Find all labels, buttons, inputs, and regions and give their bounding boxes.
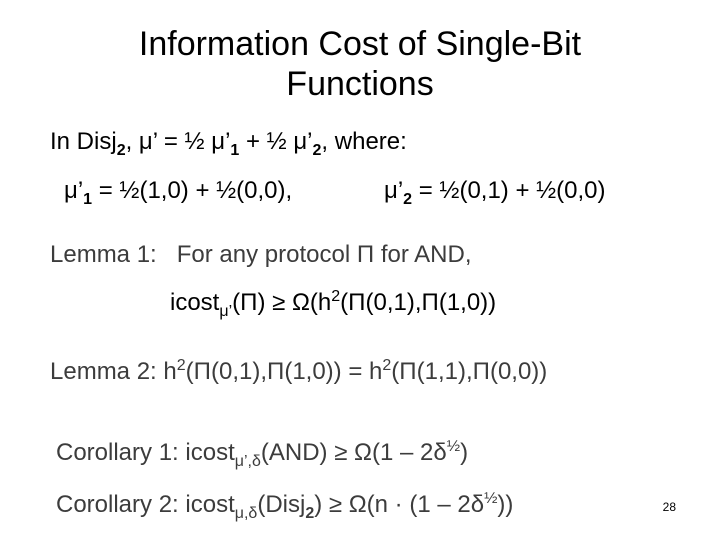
- slide-title: Information Cost of Single-Bit Functions: [60, 24, 660, 104]
- title-line-1: Information Cost of Single-Bit: [138, 25, 582, 63]
- corollary-2-label: Corollary 2:: [56, 491, 179, 518]
- corollary-1: Corollary 1: icostμ’,δ(AND) ≥ Ω(1 – 2δ½): [56, 438, 469, 470]
- mu2-definition: μ’2 = ½(0,1) + ½(0,0): [384, 177, 606, 208]
- page-number: 28: [662, 500, 676, 514]
- lemma-1-text: For any protocol Π for AND,: [176, 241, 472, 268]
- lemma-1: Lemma 1: For any protocol Π for AND,: [50, 240, 472, 270]
- lemma-1-formula: icostμ’(Π) ≥ Ω(h2(Π(0,1),Π(1,0)): [170, 288, 497, 320]
- title-line-2: Functions: [286, 65, 434, 103]
- corollary-1-label: Corollary 1:: [56, 439, 179, 466]
- lemma-2: Lemma 2: h2(Π(0,1),Π(1,0)) = h2(Π(1,1),Π…: [50, 357, 548, 386]
- corollary-2: Corollary 2: icostμ,δ(Disj2) ≥ Ω(n · (1 …: [56, 490, 514, 522]
- lemma-1-label: Lemma 1:: [50, 241, 157, 268]
- intro-line: In Disj2, μ’ = ½ μ’1 + ½ μ’2, where:: [50, 128, 407, 159]
- mu1-definition: μ’1 = ½(1,0) + ½(0,0),: [64, 177, 293, 208]
- lemma-2-label: Lemma 2:: [50, 358, 157, 385]
